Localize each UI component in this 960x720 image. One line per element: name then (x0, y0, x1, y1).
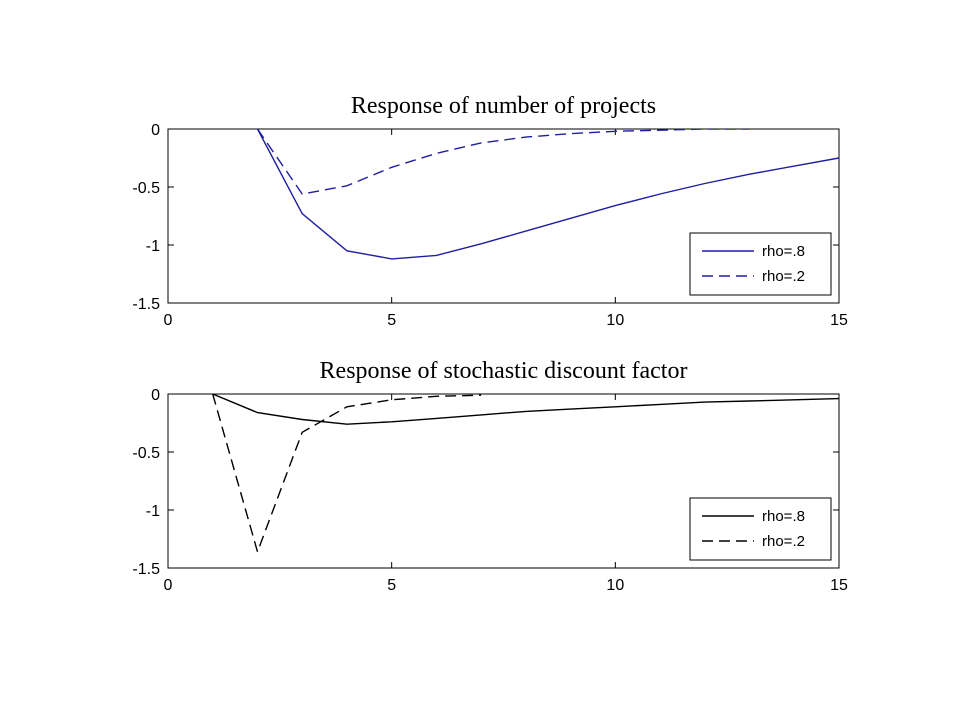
series-line-rho2 (212, 394, 482, 555)
legend-label: rho=.8 (762, 243, 805, 260)
x-tick-label: 5 (387, 312, 396, 329)
x-tick-label: 0 (164, 577, 173, 594)
y-tick-label: -0.5 (132, 180, 160, 197)
axes-frame (167, 128, 840, 304)
y-tick-label: -0.5 (132, 445, 160, 462)
x-tick-label: 15 (830, 577, 848, 594)
x-tick-label: 15 (830, 312, 848, 329)
y-tick-label: 0 (151, 387, 160, 404)
y-tick-label: 0 (151, 122, 160, 139)
legend-label: rho=.2 (762, 533, 805, 550)
legend: rho=.8 rho=.2 (689, 232, 832, 296)
x-tick-label: 5 (387, 577, 396, 594)
legend-label: rho=.2 (762, 268, 805, 285)
chart-title: Response of number of projects (351, 93, 656, 119)
legend-box (689, 232, 832, 296)
y-tick-label: -1.5 (132, 561, 160, 578)
x-tick-label: 10 (606, 312, 624, 329)
y-tick-label: -1 (146, 238, 160, 255)
chart-panel-2: Response of stochastic discount factor 0 5… (132, 358, 848, 594)
legend-box (689, 497, 832, 561)
x-tick-label: 10 (606, 577, 624, 594)
chart-panel-1: Response of number of projects 0 5 10 15 0 -0.… (132, 93, 848, 329)
axes-frame (167, 393, 840, 569)
chart-title: Response of stochastic discount factor (320, 358, 688, 384)
x-tick-label: 0 (164, 312, 173, 329)
legend-label: rho=.8 (762, 508, 805, 525)
series-line-rho2 (256, 129, 750, 195)
y-tick-label: -1.5 (132, 296, 160, 313)
series-line-rho8 (212, 394, 839, 425)
y-tick-label: -1 (146, 503, 160, 520)
legend: rho=.8 rho=.2 (689, 497, 832, 561)
series-line-rho8 (256, 129, 839, 260)
